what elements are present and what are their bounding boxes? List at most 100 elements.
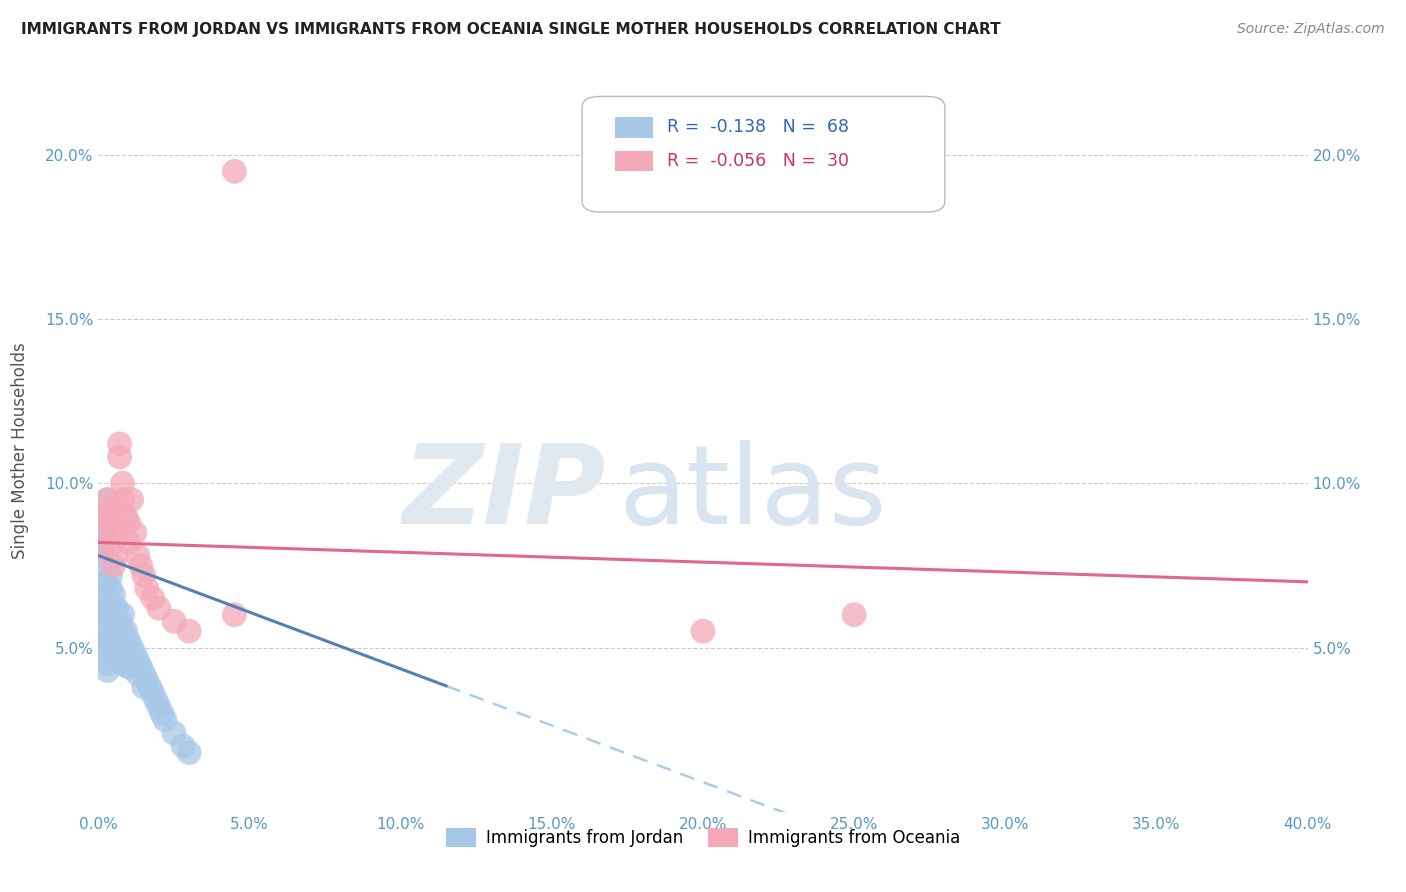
Point (127, 549, 149, 563)
Point (105, 627, 128, 641)
Point (172, 739, 194, 753)
Point (129, 558, 152, 573)
Point (93, 574, 115, 589)
Point (127, 666, 149, 681)
Point (132, 666, 155, 681)
Point (163, 726, 186, 740)
Y-axis label: Single Mother Households: Single Mother Households (10, 343, 28, 558)
Point (93, 525, 115, 540)
Point (96, 644, 118, 658)
Point (118, 634, 141, 648)
Bar (614, 118, 654, 137)
Point (96, 492, 118, 507)
Point (114, 509, 136, 524)
Point (148, 601, 170, 615)
Point (111, 476, 134, 491)
Point (90, 549, 112, 563)
Point (148, 699, 170, 714)
Point (93, 591, 115, 606)
Point (108, 450, 131, 464)
Point (100, 627, 122, 641)
Point (150, 706, 173, 721)
Point (96, 492, 118, 507)
Point (163, 614, 186, 628)
Point (90, 562, 112, 576)
Point (96, 637, 118, 651)
Point (111, 607, 134, 622)
Point (96, 657, 118, 671)
Point (105, 601, 128, 615)
Point (100, 568, 122, 582)
Point (108, 614, 131, 628)
Point (124, 660, 146, 674)
Point (114, 657, 136, 671)
Point (135, 582, 157, 596)
Point (124, 525, 146, 540)
Point (105, 525, 128, 540)
Point (93, 624, 115, 639)
Point (96, 509, 118, 524)
Point (105, 640, 128, 655)
Point (129, 660, 152, 674)
Text: atlas: atlas (619, 441, 887, 548)
Point (100, 502, 122, 516)
Point (108, 437, 131, 451)
Point (93, 614, 115, 628)
Point (100, 640, 122, 655)
Point (90, 525, 112, 540)
Point (145, 693, 167, 707)
Point (105, 549, 128, 563)
Point (103, 614, 125, 628)
Point (111, 657, 134, 671)
Point (121, 654, 143, 668)
Point (114, 640, 136, 655)
Point (100, 598, 122, 612)
Point (224, 164, 246, 178)
Point (100, 582, 122, 596)
Point (118, 660, 141, 674)
Point (692, 624, 714, 639)
Text: ZIP: ZIP (402, 441, 606, 548)
Point (139, 680, 162, 694)
Bar (614, 151, 654, 171)
Point (153, 713, 176, 727)
Point (108, 640, 131, 655)
Point (103, 640, 125, 655)
Point (114, 624, 136, 639)
FancyBboxPatch shape (582, 96, 945, 212)
Point (96, 631, 118, 645)
Point (142, 686, 165, 700)
Point (105, 614, 128, 628)
Point (93, 607, 115, 622)
Point (124, 647, 146, 661)
Point (224, 607, 246, 622)
Point (103, 535, 125, 549)
Point (103, 627, 125, 641)
Point (96, 664, 118, 678)
Point (103, 588, 125, 602)
Point (132, 680, 155, 694)
Text: Source: ZipAtlas.com: Source: ZipAtlas.com (1237, 22, 1385, 37)
Point (100, 516, 122, 530)
Point (103, 558, 125, 573)
Point (90, 535, 112, 549)
Point (179, 746, 201, 760)
Point (121, 492, 143, 507)
Point (90, 509, 112, 524)
Point (111, 624, 134, 639)
Text: R =  -0.056   N =  30: R = -0.056 N = 30 (666, 152, 849, 169)
Point (100, 614, 122, 628)
Point (121, 640, 143, 655)
Point (105, 654, 128, 668)
Point (111, 492, 134, 507)
Text: IMMIGRANTS FROM JORDAN VS IMMIGRANTS FROM OCEANIA SINGLE MOTHER HOUSEHOLDS CORRE: IMMIGRANTS FROM JORDAN VS IMMIGRANTS FRO… (21, 22, 1001, 37)
Point (118, 516, 141, 530)
Point (132, 568, 155, 582)
Point (90, 541, 112, 556)
Point (103, 601, 125, 615)
Text: R =  -0.138   N =  68: R = -0.138 N = 68 (666, 119, 849, 136)
Point (93, 582, 115, 596)
Legend: Immigrants from Jordan, Immigrants from Oceania: Immigrants from Jordan, Immigrants from … (439, 822, 967, 854)
Point (108, 654, 131, 668)
Point (844, 607, 866, 622)
